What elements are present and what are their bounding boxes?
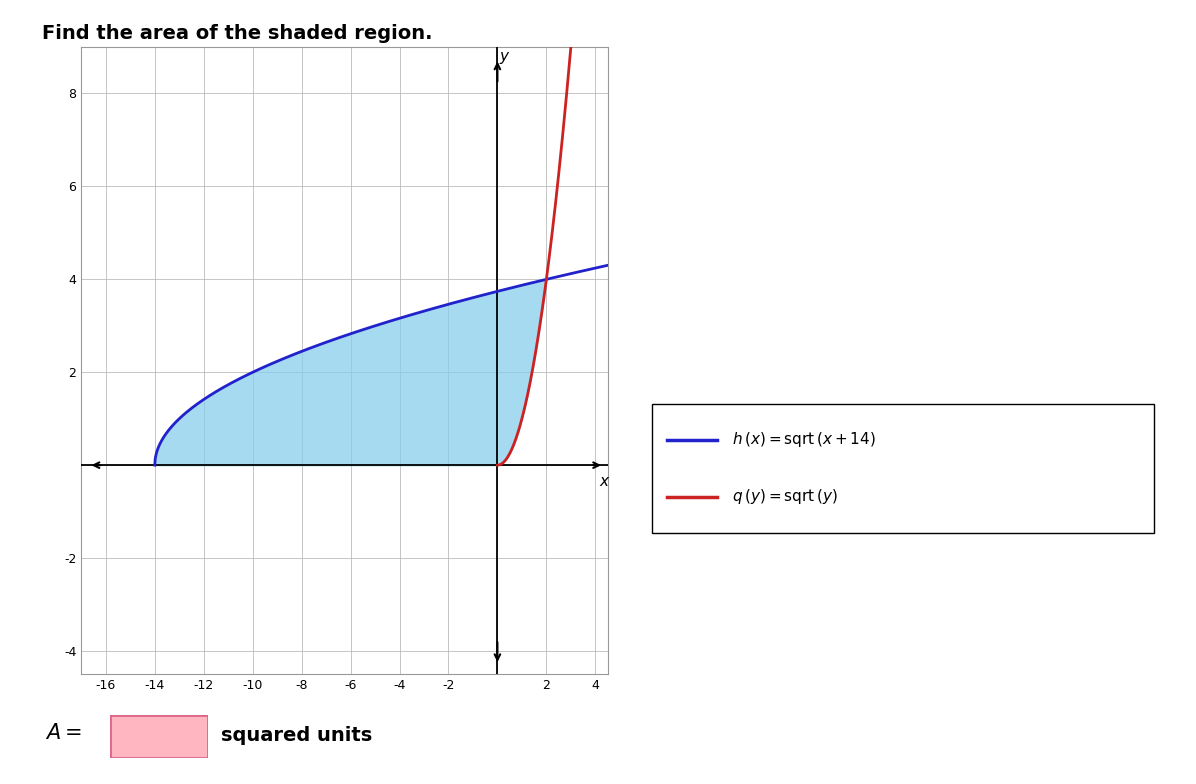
Text: $h\,(x) = \mathrm{sqrt}\,(x + 14)$: $h\,(x) = \mathrm{sqrt}\,(x + 14)$ [732,430,875,449]
Text: $A =$: $A =$ [45,723,83,743]
Text: squared units: squared units [221,726,372,745]
Text: $q\,(y) = \mathrm{sqrt}\,(y)$: $q\,(y) = \mathrm{sqrt}\,(y)$ [732,488,838,506]
Text: $x$: $x$ [599,474,611,489]
Text: Find the area of the shaded region.: Find the area of the shaded region. [42,24,433,42]
Text: $y$: $y$ [499,50,511,66]
